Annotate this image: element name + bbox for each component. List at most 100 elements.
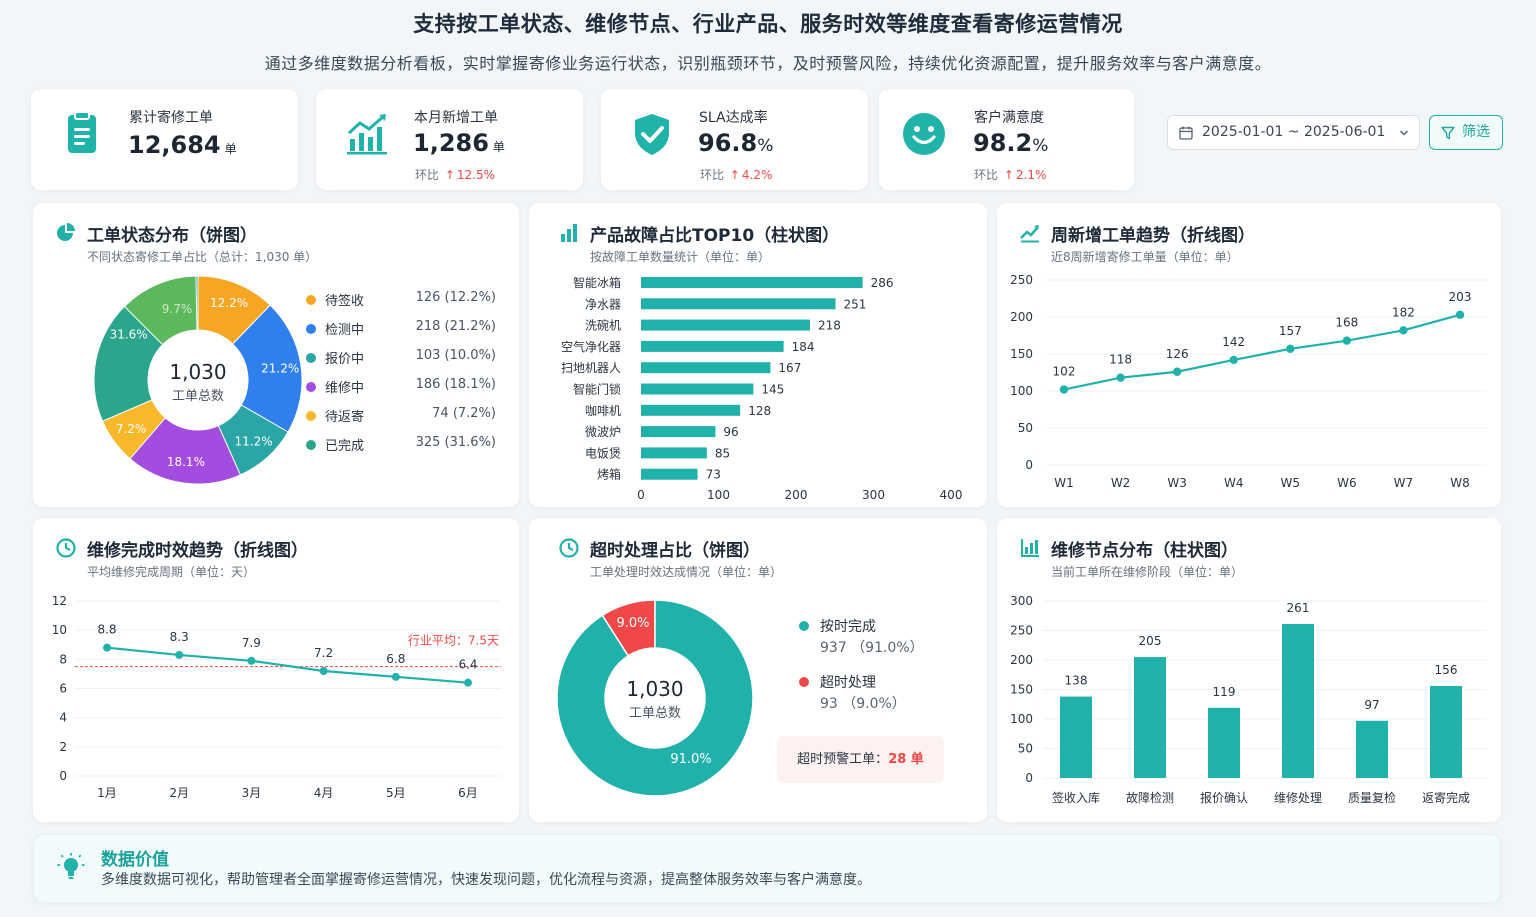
y-tick-label: 6 xyxy=(59,682,67,696)
pie-slice-label: 18.1% xyxy=(167,455,205,469)
data-label: 126 xyxy=(1166,347,1189,361)
panel-overtime-ratio: 超时处理占比（饼图） 工单处理时效达成情况（单位：单） 9.0% 91.0% 1,0… xyxy=(529,518,987,822)
panel-repair-nodes: 维修节点分布（柱状图） 当前工单所在维修阶段（单位：单） 0 50 100 150 20… xyxy=(997,518,1501,822)
x-tick-label: 1月 xyxy=(97,786,117,800)
bar-value-label: 205 xyxy=(1139,634,1162,648)
bar-category-label: 扫地机器人 xyxy=(561,361,621,375)
y-tick-label: 50 xyxy=(1018,742,1033,756)
data-label: 7.9 xyxy=(242,636,261,650)
legend-swatch xyxy=(306,440,316,450)
y-tick-label: 150 xyxy=(1010,683,1033,697)
x-tick-label: 200 xyxy=(785,488,808,502)
y-tick-label: 100 xyxy=(1010,712,1033,726)
legend-swatch xyxy=(799,621,809,631)
donut-slice-label: 9.0% xyxy=(616,616,649,631)
bar xyxy=(641,404,741,416)
date-range-picker[interactable]: 2025-01-01 ~ 2025-06-01 xyxy=(1167,115,1420,150)
panel-title: 产品故障占比TOP10（柱状图） xyxy=(590,226,840,246)
x-tick-label: W8 xyxy=(1450,476,1470,490)
y-tick-label: 8 xyxy=(59,652,67,666)
pie-slice-label: 21.2% xyxy=(261,361,299,375)
legend-value: 218 (21.2%) xyxy=(415,319,496,334)
chevron-down-icon xyxy=(1399,130,1409,136)
legend-swatch xyxy=(306,324,316,334)
bar-value-label: 167 xyxy=(778,361,801,375)
bar-value-label: 184 xyxy=(792,340,815,354)
page-subtitle: 通过多维度数据分析看板，实时掌握寄修业务运行状态，识别瓶颈环节，及时预警风险，持… xyxy=(264,54,1272,73)
pie-slice-label: 11.2% xyxy=(235,435,273,449)
panel-title: 维修节点分布（柱状图） xyxy=(1051,541,1238,561)
data-label: 203 xyxy=(1449,290,1472,304)
bar xyxy=(641,383,754,395)
x-tick-label: 300 xyxy=(862,488,885,502)
pie-slice-label: 9.7% xyxy=(162,302,193,316)
x-tick-label: 报价确认 xyxy=(1200,790,1248,805)
x-tick-label: W5 xyxy=(1281,476,1301,490)
data-point xyxy=(175,650,184,659)
legend-swatch xyxy=(306,382,316,392)
data-label: 6.4 xyxy=(458,658,477,672)
pie-center-label: 工单总数 xyxy=(172,389,224,404)
bar-value-label: 286 xyxy=(871,276,894,290)
panel-status-distribution: 工单状态分布（饼图） 不同状态寄修工单占比（总计：1,030 单） 12.2% 2… xyxy=(33,203,519,507)
bar-category-label: 洗碗机 xyxy=(585,318,621,333)
filter-button-label: 筛选 xyxy=(1462,124,1490,140)
data-point xyxy=(1116,373,1125,382)
status-pie-chart: 12.2% 21.2% 11.2% 18.1% 7.2% 31.6% 9.7% 1,030 工单… xyxy=(93,275,303,485)
clock-icon xyxy=(559,538,579,558)
legend-label: 待签收 xyxy=(325,294,365,309)
pie-chart-icon xyxy=(57,223,75,241)
pie-slice-label: 7.2% xyxy=(116,422,147,436)
filter-button[interactable]: 筛选 xyxy=(1429,115,1503,150)
data-point xyxy=(464,678,472,687)
y-tick-label: 0 xyxy=(1025,458,1033,472)
kpi-value: 98.2% xyxy=(973,129,1049,157)
y-tick-label: 250 xyxy=(1010,624,1033,638)
panel-title: 周新增工单趋势（折线图） xyxy=(1051,226,1255,246)
data-point xyxy=(1172,367,1182,376)
legend-item: 待返寄 74 (7.2%) xyxy=(306,406,506,426)
kpi-mom: 环比 ↑ 4.2% xyxy=(700,168,773,182)
donut-center-label: 工单总数 xyxy=(629,706,681,721)
legend-value: 325 (31.6%) xyxy=(415,435,496,450)
legend-value: 93 （9.0%） xyxy=(820,696,906,712)
x-tick-label: 400 xyxy=(940,488,963,502)
data-value-card: 数据价值 多维度数据可视化，帮助管理者全面掌握寄修运营情况，快速发现问题，优化流… xyxy=(33,834,1501,903)
bar-category-label: 微波炉 xyxy=(585,425,621,439)
y-tick-label: 4 xyxy=(59,711,67,725)
data-label: 7.2 xyxy=(314,646,333,660)
donut-slice-label: 91.0% xyxy=(670,752,711,767)
bar-value-label: 145 xyxy=(761,383,784,397)
legend-label: 检测中 xyxy=(325,323,365,338)
bar-chart-icon xyxy=(1021,539,1039,557)
panel-fault-top10: 产品故障占比TOP10（柱状图） 按故障工单数量统计（单位：单） 智能冰箱 286… xyxy=(529,203,987,507)
y-tick-label: 250 xyxy=(1010,273,1033,287)
data-label: 142 xyxy=(1222,335,1245,349)
panel-subtitle: 平均维修完成周期（单位：天） xyxy=(87,565,256,579)
legend-swatch xyxy=(306,411,316,421)
bar-category-label: 电饭煲 xyxy=(585,445,621,460)
data-label: 118 xyxy=(1109,353,1132,367)
x-tick-label: 3月 xyxy=(242,786,262,800)
shield-check-icon xyxy=(635,114,669,155)
page-title: 支持按工单状态、维修节点、行业产品、服务时效等维度查看寄修运营情况 xyxy=(413,12,1123,36)
panel-subtitle: 近8周新增寄修工单量（单位：单） xyxy=(1051,250,1239,264)
data-label: 8.8 xyxy=(97,623,116,637)
kpi-value: 96.8% xyxy=(698,129,774,157)
legend-label: 报价中 xyxy=(325,352,365,367)
document-icon xyxy=(68,111,96,153)
data-label: 168 xyxy=(1335,316,1358,330)
bar-value-label: 73 xyxy=(706,468,721,482)
panel-subtitle: 按故障工单数量统计（单位：单） xyxy=(590,250,771,264)
bar xyxy=(641,468,698,480)
legend-label: 超时处理 xyxy=(820,675,876,691)
donut-center-value: 1,030 xyxy=(626,677,683,701)
legend-item: 按时完成 937 （91.0%） xyxy=(799,616,979,660)
bar-value-label: 251 xyxy=(844,297,867,311)
y-tick-label: 2 xyxy=(59,740,67,754)
overtime-warning-badge: 超时预警工单：28 单 xyxy=(777,736,944,783)
legend-item: 维修中 186 (18.1%) xyxy=(306,377,506,397)
x-tick-label: 质量复检 xyxy=(1348,790,1396,805)
panel-subtitle: 当前工单所在维修阶段（单位：单） xyxy=(1051,565,1244,579)
y-tick-label: 12 xyxy=(52,594,67,608)
